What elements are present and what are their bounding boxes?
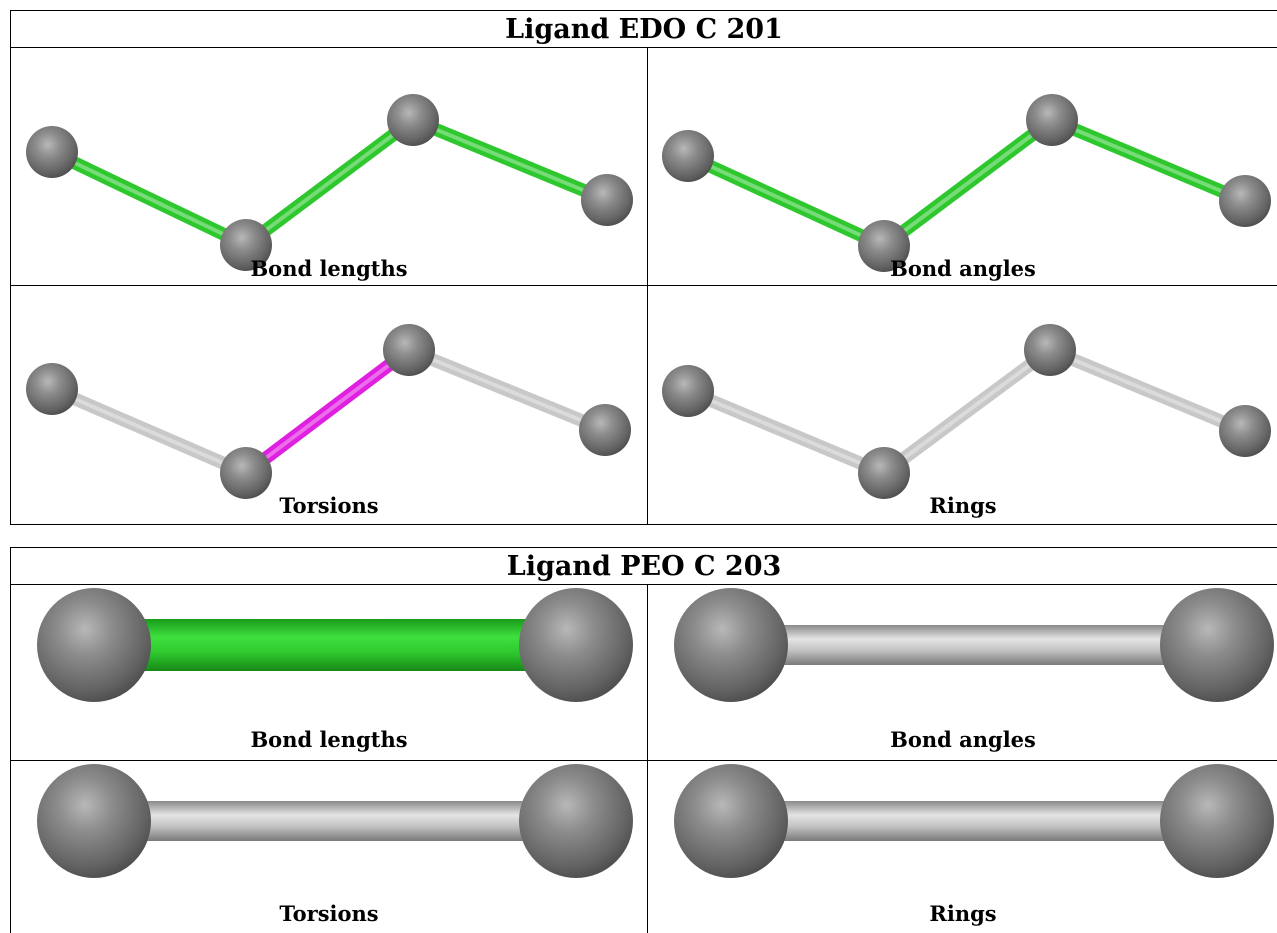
- grey-bond: [877, 343, 1057, 480]
- ligand-peo-block: Ligand PEO C 203 Bond lengths Bond angle…: [10, 547, 1277, 933]
- atom-sphere: [383, 324, 435, 376]
- edo-torsions-molecule: [26, 324, 631, 499]
- panel-caption: Bond angles: [890, 256, 1036, 281]
- panel-bond-angles: Bond angles: [648, 48, 1277, 285]
- grey-bond: [94, 801, 576, 841]
- atom-sphere: [37, 764, 151, 878]
- panel-caption: Bond angles: [890, 727, 1036, 752]
- atom-sphere: [1219, 405, 1271, 457]
- atom-sphere: [1160, 588, 1274, 702]
- panel-torsions: Torsions: [11, 286, 648, 524]
- ligand-title: Ligand EDO C 201: [11, 11, 1277, 48]
- panel-caption: Torsions: [279, 901, 379, 926]
- panel-bond-lengths: Bond lengths: [11, 585, 648, 760]
- panel-caption: Rings: [929, 901, 997, 926]
- panel-row: Bond lengths Bond angles: [11, 48, 1277, 286]
- atom-sphere: [858, 220, 910, 272]
- atom-sphere: [1160, 764, 1274, 878]
- peo-torsions-molecule: [37, 764, 633, 878]
- green-bond: [877, 113, 1059, 253]
- panel-bond-angles: Bond angles: [648, 585, 1277, 760]
- atom-sphere: [1026, 94, 1078, 146]
- atom-sphere: [662, 130, 714, 182]
- atom-sphere: [387, 94, 439, 146]
- atom-sphere: [220, 219, 272, 271]
- green-bond: [1045, 113, 1252, 208]
- grey-bond: [402, 343, 612, 437]
- atom-sphere: [858, 447, 910, 499]
- peo-bond-lengths-molecule: [37, 588, 633, 702]
- panel-row: Torsions Rings: [11, 761, 1277, 933]
- green-bond: [681, 149, 891, 253]
- grey-bond: [731, 625, 1217, 665]
- ligand-edo-block: Ligand EDO C 201 Bond lengths Bond angle…: [10, 10, 1277, 525]
- magenta-bond: [239, 343, 416, 480]
- atom-sphere: [37, 588, 151, 702]
- atom-sphere: [1219, 175, 1271, 227]
- atom-sphere: [26, 363, 78, 415]
- panel-torsions: Torsions: [11, 761, 648, 933]
- atom-sphere: [579, 404, 631, 456]
- green-bond: [239, 113, 420, 252]
- atom-sphere: [581, 174, 633, 226]
- atom-sphere: [674, 764, 788, 878]
- atom-sphere: [674, 588, 788, 702]
- green-bond: [94, 619, 576, 671]
- grey-bond: [1043, 343, 1252, 438]
- panel-caption: Torsions: [279, 493, 379, 518]
- peo-rings-molecule: [674, 764, 1274, 878]
- edo-bond-lengths-molecule: [26, 94, 633, 271]
- atom-sphere: [26, 126, 78, 178]
- atom-sphere: [519, 764, 633, 878]
- ligand-title: Ligand PEO C 203: [11, 548, 1277, 585]
- panel-caption: Bond lengths: [250, 727, 408, 752]
- grey-bond: [45, 382, 253, 480]
- green-bond: [45, 145, 253, 252]
- panel-rings: Rings: [648, 761, 1277, 933]
- panel-bond-lengths: Bond lengths: [11, 48, 648, 285]
- peo-bond-angles-molecule: [674, 588, 1274, 702]
- grey-bond: [681, 384, 891, 480]
- edo-rings-molecule: [662, 324, 1271, 499]
- atom-sphere: [1024, 324, 1076, 376]
- panel-rings: Rings: [648, 286, 1277, 524]
- atom-sphere: [519, 588, 633, 702]
- panel-row: Torsions Rings: [11, 286, 1277, 525]
- atom-sphere: [662, 365, 714, 417]
- panel-caption: Rings: [929, 493, 997, 518]
- edo-bond-angles-molecule: [662, 94, 1271, 272]
- panel-caption: Bond lengths: [250, 256, 408, 281]
- green-bond: [406, 113, 614, 207]
- grey-bond: [731, 801, 1217, 841]
- atom-sphere: [220, 447, 272, 499]
- panel-row: Bond lengths Bond angles: [11, 585, 1277, 761]
